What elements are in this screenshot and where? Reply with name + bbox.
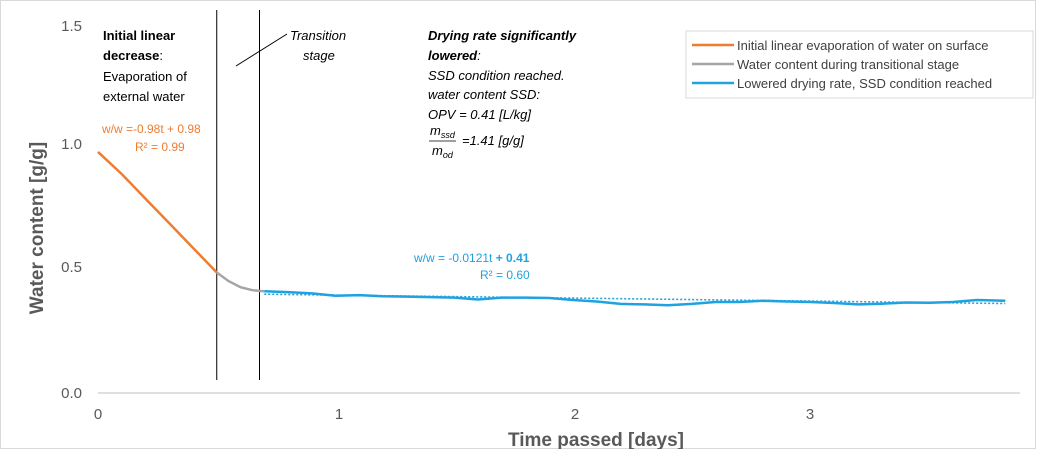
annotation-text: m: [430, 123, 441, 138]
equation-text: w/w = -0.0121t + 0.41: [413, 251, 530, 265]
r-squared-text: R² = 0.60: [480, 268, 530, 282]
annotation-text: ssd: [441, 130, 456, 140]
stage1-annotation: Initial linear decrease: Evaporation of …: [103, 28, 187, 104]
legend: Initial linear evaporation of water on s…: [685, 30, 1034, 99]
equation-initial: w/w =-0.98t + 0.98 R² = 0.99: [101, 122, 201, 154]
series-line-transitional: [216, 271, 265, 293]
y-axis-ticks: 0.0 0.5 1.0 1.5: [61, 18, 82, 402]
annotation-text: external water: [103, 89, 185, 104]
x-axis-ticks: 0 1 2 3: [94, 406, 814, 423]
annotation-text: =1.41 [g/g]: [462, 133, 524, 148]
annotation-text: lowered: [428, 48, 478, 63]
fraction-numerator: mssd: [430, 123, 456, 140]
fraction-denominator: mod: [432, 143, 454, 160]
r-squared-text: R² = 0.99: [135, 140, 185, 154]
transition-leader-line: [235, 33, 288, 67]
stage3-annotation: Drying rate significantly lowered: SSD c…: [428, 28, 577, 160]
annotation-text: decrease: [103, 48, 159, 63]
y-tick-label: 1.5: [61, 18, 82, 35]
x-tick-label: 2: [571, 406, 579, 423]
annotation-text: :: [159, 48, 163, 63]
x-tick-label: 0: [94, 406, 102, 423]
legend-label: Initial linear evaporation of water on s…: [737, 38, 988, 53]
annotation-text: :: [477, 48, 481, 63]
annotation-text: Transition: [290, 28, 346, 43]
x-tick-label: 1: [335, 406, 343, 423]
y-tick-label: 1.0: [61, 136, 82, 153]
y-axis-title: Water content [g/g]: [27, 142, 48, 314]
y-tick-label: 0.5: [61, 259, 82, 276]
annotation-text: OPV = 0.41 [L/kg]: [428, 107, 531, 122]
annotation-text: water content SSD:: [428, 87, 540, 102]
x-tick-label: 3: [806, 406, 814, 423]
annotation-text: od: [443, 150, 454, 160]
annotation-text: decrease:: [103, 48, 163, 63]
annotation-text: Initial linear: [103, 28, 175, 43]
annotation-text: m: [432, 143, 443, 158]
series-line-initial-evaporation: [97, 150, 218, 274]
annotation-text: Evaporation of: [103, 69, 187, 84]
annotation-text: lowered:: [428, 48, 481, 63]
annotation-text: stage: [303, 48, 335, 63]
legend-box: [685, 30, 1034, 99]
y-tick-label: 0.0: [61, 385, 82, 402]
equation-text: w/w =-0.98t + 0.98: [101, 122, 201, 136]
annotation-text: SSD condition reached.: [428, 68, 565, 83]
annotation-text: w/w = -0.0121t: [413, 251, 496, 265]
trendline-ssd: [264, 293, 1006, 305]
series-line-ssd: [264, 289, 1006, 307]
annotation-text: + 0.41: [496, 251, 530, 265]
annotation-text: Drying rate significantly: [428, 28, 577, 43]
stage2-annotation: Transition stage: [290, 28, 346, 63]
legend-label: Lowered drying rate, SSD condition reach…: [737, 76, 992, 91]
equation-ssd: w/w = -0.0121t + 0.41 R² = 0.60: [413, 251, 530, 282]
legend-label: Water content during transitional stage: [737, 57, 959, 72]
x-axis-title: Time passed [days]: [508, 430, 684, 449]
